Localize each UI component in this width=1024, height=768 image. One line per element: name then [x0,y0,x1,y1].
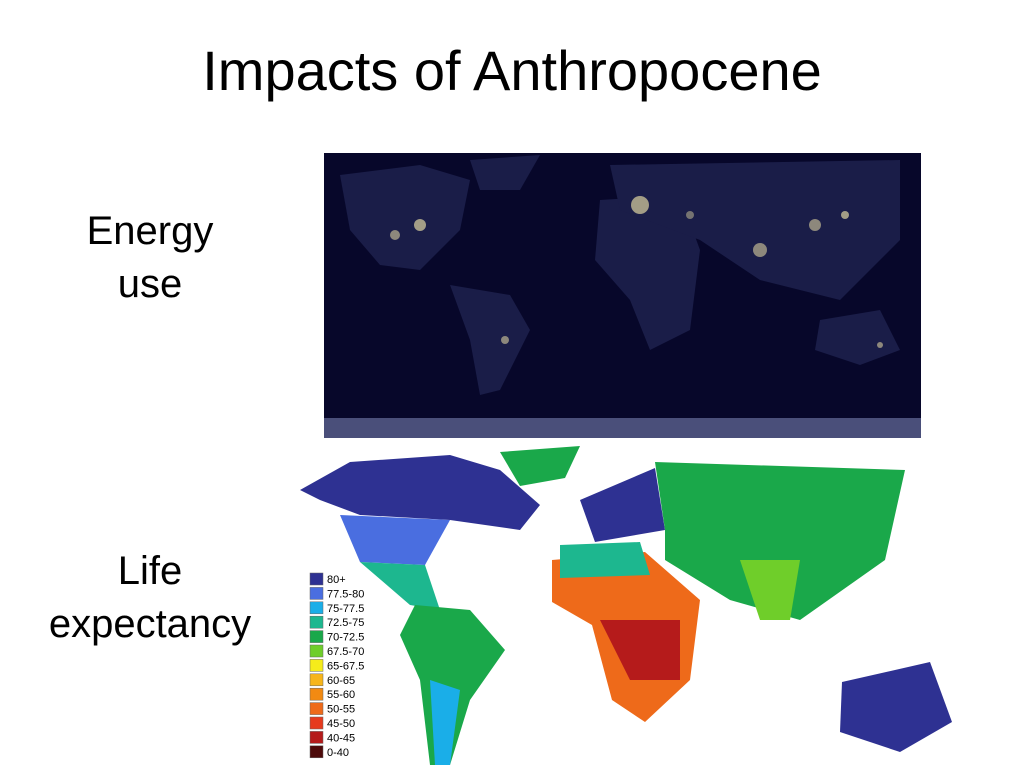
region [840,662,952,752]
legend-label: 77.5-80 [327,588,364,600]
section-label: Life expectancy [48,549,252,646]
region [340,515,450,565]
legend-swatch [309,601,324,615]
region [655,462,905,620]
night-lights-map [324,153,921,438]
region [400,605,505,765]
legend-swatch [309,673,324,687]
light [631,196,649,214]
legend-label: 70-72.5 [327,632,364,644]
light [390,230,400,240]
legend-label: 45-50 [327,718,355,730]
legend-swatch [309,731,324,744]
legend-swatch [309,587,324,600]
slide-title: Impacts of Anthropocene [202,39,822,102]
region [300,455,540,530]
legend-swatch [309,687,324,701]
legend-label: 60-65 [327,675,355,687]
landmass [595,195,700,350]
legend: 80+ 77.5-80 75-77.5 72.5-75 70-72.5 67.5-70 65… [308,571,370,763]
legend-label: 40-45 [327,732,355,744]
legend-swatch [309,572,324,586]
light [686,211,694,219]
landmass [450,285,530,395]
region [600,620,680,680]
legend-swatch [309,702,324,715]
legend-label: 0-40 [327,747,349,759]
legend-label: 80+ [327,574,346,586]
section-label: Energy use [86,209,214,306]
light [877,342,883,348]
landmasses [324,155,921,438]
light [501,336,509,344]
light [414,219,426,231]
landmass [340,165,470,270]
legend-label: 55-60 [327,689,355,701]
city-lights [390,196,883,348]
life-expectancy-map [300,446,952,765]
legend-label: 75-77.5 [327,603,364,615]
landmass [815,310,900,365]
legend-label: 67.5-70 [327,646,364,658]
landmass [324,418,921,438]
legend-label: 50-55 [327,704,355,716]
region [500,446,580,486]
legend-swatch [309,659,324,672]
light [753,243,767,257]
light [841,211,849,219]
legend-swatch [309,745,324,759]
landmass [610,160,900,300]
legend-swatch [309,630,324,643]
light [809,219,821,231]
legend-swatch [309,716,324,730]
region [360,562,440,610]
landmass [470,155,540,190]
legend-label: 72.5-75 [327,617,364,629]
region [740,560,800,620]
region [430,680,460,765]
legend-swatch [309,615,324,629]
legend-swatch [309,644,324,658]
legend-label: 65-67.5 [327,660,364,672]
region [580,468,665,542]
region [560,542,650,578]
